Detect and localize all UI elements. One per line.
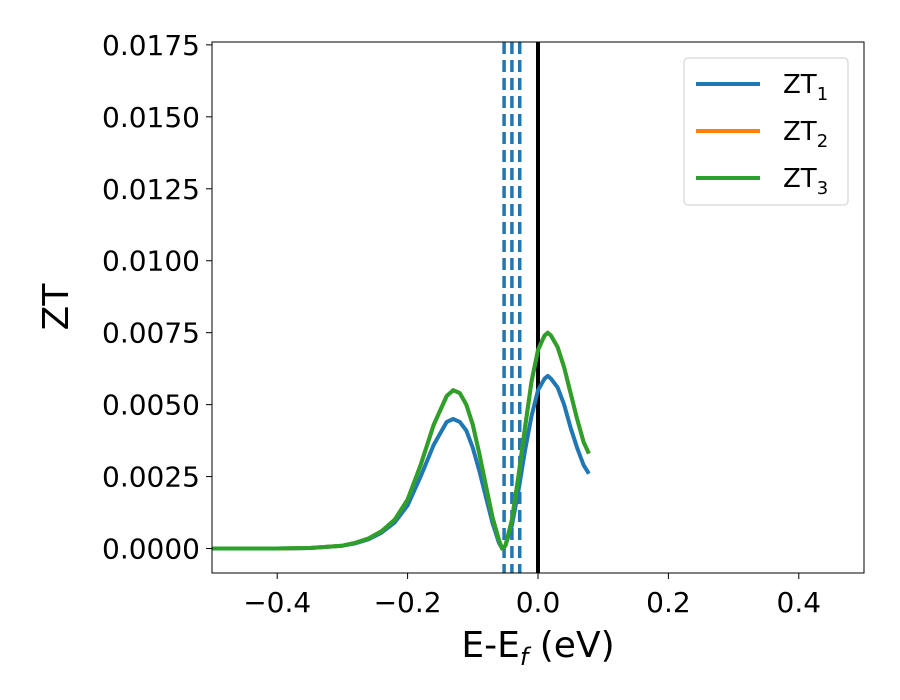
x-tick-label: 0.0 (516, 586, 561, 619)
y-tick-label: 0.0150 (102, 101, 200, 134)
legend-label: ZT1 (783, 70, 828, 105)
x-axis-label-unit: (eV) (528, 625, 614, 666)
legend-entry: ZT3 (696, 164, 828, 199)
y-tick-label: 0.0100 (102, 245, 200, 278)
legend-label: ZT2 (783, 117, 828, 152)
y-tick-label: 0.0075 (102, 317, 200, 350)
x-axis-ticks: −0.4 −0.2 0.0 0.2 0.4 (243, 573, 821, 619)
legend-box (683, 57, 849, 206)
y-axis-label: ZT (36, 283, 77, 331)
legend-entry: ZT2 (696, 117, 828, 152)
series-lines (212, 330, 591, 551)
x-tick-label: 0.2 (646, 586, 691, 619)
y-axis-ticks: 0.0000 0.0025 0.0050 0.0075 0.0100 0.0125 0.01… (102, 29, 212, 566)
legend-label: ZT3 (783, 164, 828, 199)
legend: ZT1 ZT2 ZT3 (683, 57, 849, 206)
y-tick-label: 0.0000 (102, 533, 200, 566)
x-tick-label: −0.4 (243, 586, 311, 619)
y-tick-label: 0.0125 (102, 173, 200, 206)
y-tick-label: 0.0025 (102, 461, 200, 494)
x-tick-label: 0.4 (777, 586, 822, 619)
legend-entry: ZT1 (696, 70, 828, 105)
x-axis-label: E-Ef (eV) (461, 625, 614, 671)
y-tick-label: 0.0050 (102, 389, 200, 422)
y-tick-label: 0.0175 (102, 29, 200, 62)
x-tick-label: −0.2 (374, 586, 442, 619)
series-line-zt3 (212, 330, 591, 551)
